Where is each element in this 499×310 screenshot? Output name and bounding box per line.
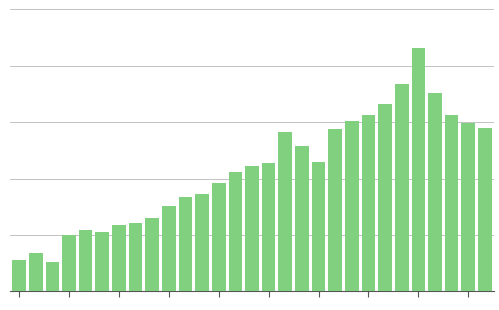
Bar bbox=[179, 197, 192, 291]
Bar bbox=[29, 253, 42, 291]
Bar bbox=[229, 172, 242, 291]
Bar bbox=[328, 129, 342, 291]
Bar bbox=[362, 115, 375, 291]
Bar bbox=[129, 223, 142, 291]
Bar bbox=[262, 163, 275, 291]
Bar bbox=[295, 146, 309, 291]
Bar bbox=[278, 132, 292, 291]
Bar bbox=[462, 123, 475, 291]
Bar bbox=[62, 235, 76, 291]
Bar bbox=[79, 230, 92, 291]
Bar bbox=[378, 104, 392, 291]
Bar bbox=[12, 260, 26, 291]
Bar bbox=[45, 262, 59, 291]
Bar bbox=[345, 121, 359, 291]
Bar bbox=[312, 162, 325, 291]
Bar bbox=[212, 183, 226, 291]
Bar bbox=[445, 115, 459, 291]
Bar bbox=[478, 128, 492, 291]
Bar bbox=[162, 206, 176, 291]
Bar bbox=[95, 232, 109, 291]
Bar bbox=[195, 194, 209, 291]
Bar bbox=[145, 218, 159, 291]
Bar bbox=[395, 84, 409, 291]
Bar bbox=[245, 166, 259, 291]
Bar bbox=[428, 93, 442, 291]
Bar bbox=[412, 48, 425, 291]
Bar bbox=[112, 225, 126, 291]
